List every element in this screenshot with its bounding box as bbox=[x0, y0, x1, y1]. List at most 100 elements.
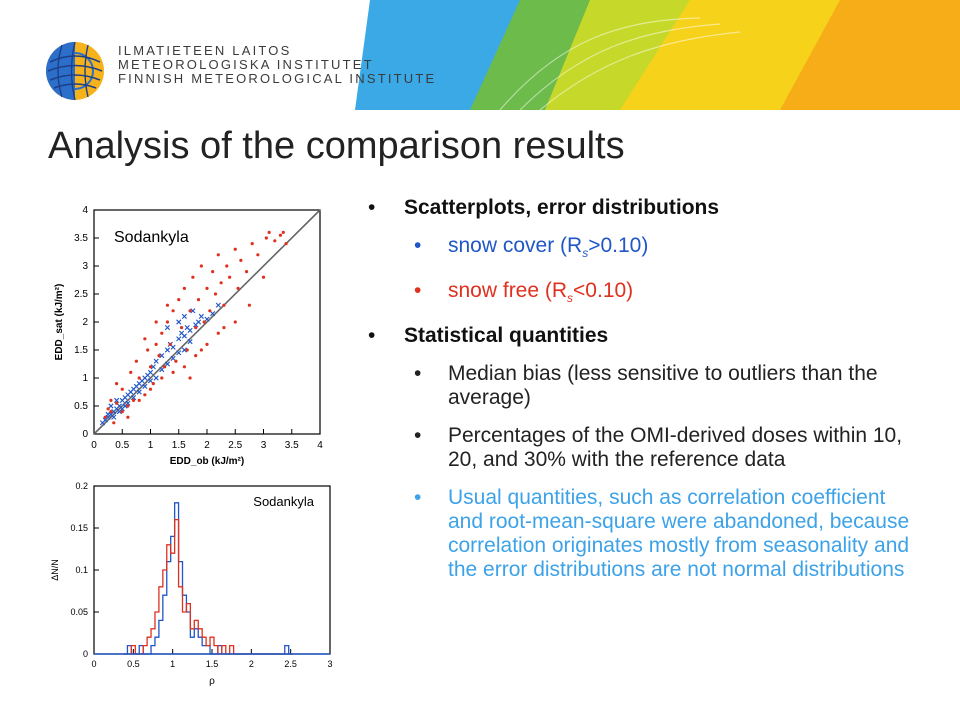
scatter-point-snow-free bbox=[264, 236, 268, 240]
scatter-point-snow-free bbox=[143, 337, 147, 341]
scatter-point-snow-free bbox=[115, 401, 119, 405]
scatter-point-snow-cover bbox=[190, 308, 196, 314]
histogram-plot-frame bbox=[93, 485, 331, 655]
scatter-point-snow-free bbox=[199, 264, 203, 268]
scatter-point-snow-free bbox=[278, 233, 283, 237]
scatter-point-snow-cover bbox=[147, 369, 154, 375]
scatter-point-snow-free bbox=[154, 320, 158, 324]
scatter-point-snow-free bbox=[129, 370, 133, 374]
scatter-point-snow-free bbox=[151, 382, 155, 386]
scatter-point-snow-free bbox=[103, 415, 107, 419]
scatter-x-tick-label: 3 bbox=[261, 440, 267, 451]
scatter-y-axis-label: EDD_sat (kJ/m²) bbox=[54, 284, 65, 361]
histogram-y-axis-label: ΔN/N bbox=[50, 559, 60, 581]
histogram-x-tick-label: 2.5 bbox=[284, 659, 297, 669]
scatter-point-snow-free bbox=[126, 404, 130, 408]
scatter-point-snow-cover bbox=[195, 319, 202, 325]
scatter-point-snow-free bbox=[171, 370, 175, 374]
scatter-x-tick-label: 3.5 bbox=[285, 440, 299, 451]
scatter-point-snow-free bbox=[216, 253, 220, 257]
scatter-point-snow-cover bbox=[159, 353, 165, 359]
scatter-point-snow-free bbox=[233, 320, 237, 324]
scatter-x-tick-label: 1 bbox=[148, 440, 154, 451]
histogram-x-tick-label: 0.5 bbox=[127, 659, 140, 669]
scatter-point-snow-free bbox=[134, 359, 138, 363]
scatter-y-tick-label: 0 bbox=[82, 429, 88, 440]
bullet-list: Scatterplots, error distributions snow c… bbox=[362, 196, 922, 596]
histogram-y-tick-label: 0.05 bbox=[70, 607, 88, 617]
scatter-point-snow-free bbox=[154, 342, 158, 346]
scatter-point-snow-free bbox=[194, 354, 198, 358]
bullet-percentages: Percentages of the OMI-derived doses wit… bbox=[362, 424, 922, 472]
scatter-point-snow-free bbox=[168, 342, 172, 346]
scatter-point-snow-free bbox=[177, 298, 181, 302]
scatter-point-snow-free bbox=[202, 320, 206, 324]
scatter-point-snow-cover bbox=[181, 313, 187, 319]
scatter-point-snow-free bbox=[163, 365, 167, 369]
scatter-point-snow-free bbox=[148, 387, 153, 391]
org-name-fi: ILMATIETEEN LAITOS bbox=[118, 43, 292, 58]
scatter-x-tick-label: 2 bbox=[204, 440, 210, 451]
scatter-point-snow-free bbox=[185, 348, 189, 352]
org-name-en: FINNISH METEOROLOGICAL INSTITUTE bbox=[118, 71, 437, 86]
snow-free-sub: s bbox=[567, 291, 574, 306]
scatter-point-snow-free bbox=[112, 421, 116, 425]
scatter-point-snow-cover bbox=[198, 313, 204, 319]
histogram-y-tick-label: 0.15 bbox=[70, 523, 88, 533]
scatter-point-snow-free bbox=[157, 354, 161, 358]
scatter-point-snow-cover bbox=[181, 333, 187, 339]
scatter-point-snow-free bbox=[182, 365, 186, 369]
bullet-median-bias: Median bias (less sensitive to outliers … bbox=[362, 362, 922, 410]
scatter-point-snow-cover bbox=[114, 397, 120, 403]
scatter-point-snow-free bbox=[174, 359, 178, 363]
histogram-chart: 0 0.5 1 1.5 2 2.5 3 0 0.05 0.1 0.15 0.2 Sodankyla ρ ΔN… bbox=[50, 481, 333, 687]
scatter-point-snow-cover bbox=[111, 414, 117, 420]
snow-cover-text: snow cover (R bbox=[448, 234, 583, 257]
scatter-point-snow-cover bbox=[147, 378, 154, 384]
scatter-point-snow-free bbox=[165, 303, 170, 307]
scatter-y-tick-label: 4 bbox=[82, 205, 88, 216]
bullet-snow-free: snow free (Rs<0.10) bbox=[362, 279, 922, 310]
histogram-x-axis-label: ρ bbox=[209, 676, 215, 687]
scatter-point-snow-free bbox=[137, 398, 141, 402]
scatter-y-tick-label: 1.5 bbox=[74, 345, 88, 356]
scatter-point-snow-free bbox=[194, 326, 198, 330]
scatter-point-snow-cover bbox=[164, 325, 171, 331]
scatter-point-snow-free bbox=[239, 258, 243, 262]
scatter-point-snow-cover bbox=[176, 350, 182, 356]
scatter-point-snow-free bbox=[222, 303, 226, 307]
scatter-point-snow-cover bbox=[108, 403, 114, 409]
scatter-point-snow-cover bbox=[122, 403, 128, 409]
scatter-point-snow-cover bbox=[153, 358, 159, 364]
scatter-x-tick-label: 0.5 bbox=[115, 440, 129, 451]
scatter-point-snow-free bbox=[267, 230, 271, 234]
scatter-y-tick-label: 3.5 bbox=[74, 233, 88, 244]
scatter-point-snow-free bbox=[160, 331, 164, 335]
scatter-point-snow-free bbox=[188, 309, 192, 313]
scatter-point-snow-free bbox=[148, 365, 153, 369]
scatter-point-snow-cover bbox=[150, 364, 156, 370]
scatter-point-snow-free bbox=[146, 348, 150, 352]
scatter-point-snow-cover bbox=[210, 311, 216, 317]
snow-free-text: snow free (R bbox=[448, 279, 568, 303]
scatter-point-snow-free bbox=[109, 398, 113, 402]
scatter-point-snow-cover bbox=[164, 347, 171, 353]
snow-free-threshold: <0.10) bbox=[573, 279, 634, 303]
scatter-point-snow-cover bbox=[215, 302, 221, 308]
scatter-point-snow-free bbox=[211, 270, 215, 274]
scatter-point-snow-free bbox=[219, 281, 223, 285]
header-banner bbox=[355, 0, 960, 110]
histogram-x-tick-label: 2 bbox=[249, 659, 254, 669]
bullet-usual-quantities: Usual quantities, such as correlation co… bbox=[362, 486, 922, 582]
scatter-point-snow-free bbox=[171, 309, 175, 313]
scatter-point-snow-free bbox=[137, 376, 141, 380]
scatter-y-tick-label: 2 bbox=[82, 317, 88, 328]
scatter-x-tick-label: 2.5 bbox=[228, 440, 242, 451]
scatter-point-snow-free bbox=[281, 230, 285, 234]
histogram-x-tick-label: 0 bbox=[91, 659, 96, 669]
scatter-point-snow-free bbox=[205, 286, 209, 290]
scatter-point-snow-cover bbox=[130, 395, 137, 401]
slide-title: Analysis of the comparison results bbox=[48, 125, 625, 167]
scatter-point-snow-cover bbox=[136, 389, 142, 395]
scatter-point-snow-free bbox=[244, 270, 249, 274]
